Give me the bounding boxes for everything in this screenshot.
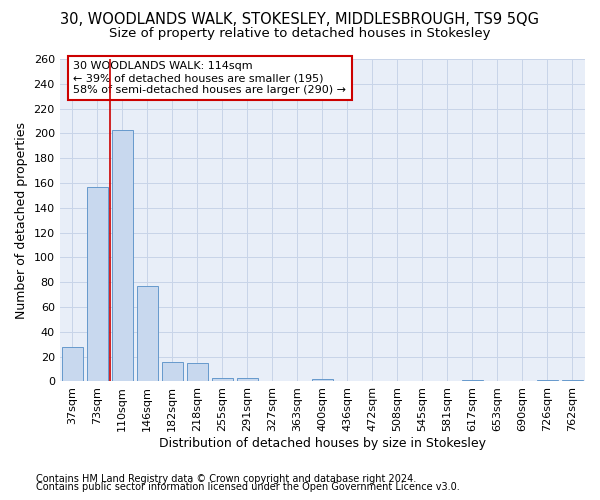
Text: Size of property relative to detached houses in Stokesley: Size of property relative to detached ho… [109,28,491,40]
X-axis label: Distribution of detached houses by size in Stokesley: Distribution of detached houses by size … [159,437,486,450]
Bar [86,186,108,382]
Bar [112,130,133,382]
Bar [562,380,583,382]
Bar [312,379,333,382]
Bar [236,378,258,382]
Text: 30, WOODLANDS WALK, STOKESLEY, MIDDLESBROUGH, TS9 5QG: 30, WOODLANDS WALK, STOKESLEY, MIDDLESBR… [61,12,539,28]
Text: 30 WOODLANDS WALK: 114sqm
← 39% of detached houses are smaller (195)
58% of semi: 30 WOODLANDS WALK: 114sqm ← 39% of detac… [73,62,346,94]
Text: Contains HM Land Registry data © Crown copyright and database right 2024.: Contains HM Land Registry data © Crown c… [36,474,416,484]
Bar [537,380,558,382]
Bar [161,362,183,382]
Y-axis label: Number of detached properties: Number of detached properties [15,122,28,318]
Bar [137,286,158,382]
Bar [462,380,483,382]
Text: Contains public sector information licensed under the Open Government Licence v3: Contains public sector information licen… [36,482,460,492]
Bar [62,346,83,382]
Bar [212,378,233,382]
Bar [187,363,208,382]
